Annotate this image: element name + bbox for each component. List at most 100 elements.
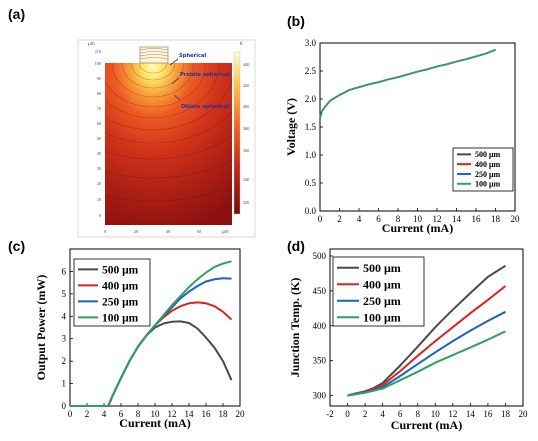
x-tick-label: 12 xyxy=(448,409,457,419)
x-tick-label: 0 xyxy=(68,409,73,419)
y-tick-label: 4 xyxy=(62,311,67,321)
colorbar-tick: 340 xyxy=(243,177,249,182)
colorbar-tick: 360 xyxy=(243,148,249,153)
x-tick-label: 16 xyxy=(483,409,493,419)
x-tick-label: 6 xyxy=(398,409,403,419)
plot-area xyxy=(329,248,524,407)
colorbar-tick: 320 xyxy=(243,200,249,205)
sim-x-tick: 0 xyxy=(104,229,106,234)
sim-y-tick: 100 xyxy=(95,61,101,66)
x-tick-label: 18 xyxy=(501,409,511,419)
x-tick-label: 8 xyxy=(396,214,401,224)
x-tick-label: -2 xyxy=(326,409,334,419)
sim-x-tick: 60 xyxy=(197,229,201,234)
sim-y-tick: 60 xyxy=(97,121,101,126)
y-tick-label: 5 xyxy=(62,289,67,299)
colorbar-tick: 420 xyxy=(243,83,249,88)
y-tick-label: 0.5 xyxy=(305,178,317,188)
sim-y-tick: 90 xyxy=(97,76,101,81)
legend-label: 100 μm xyxy=(475,180,501,189)
y-tick-label: 1.0 xyxy=(305,150,317,160)
y-tick-label: 0 xyxy=(62,401,67,411)
y-tick-label: 300 xyxy=(313,391,327,401)
x-tick-label: 14 xyxy=(185,409,195,419)
sim-y-tick: 80 xyxy=(97,91,101,96)
x-tick-label: 18 xyxy=(219,409,229,419)
y-tick-label: 3 xyxy=(62,334,67,344)
annotation-prolate-spherical: Prolate spherical xyxy=(180,72,230,78)
x-tick-label: 10 xyxy=(151,409,161,419)
x-tick-label: 10 xyxy=(431,409,441,419)
led-chip xyxy=(139,46,169,64)
x-tick-label: 8 xyxy=(136,409,141,419)
sim-y-tick: 40 xyxy=(97,151,101,156)
y-tick-label: 2 xyxy=(62,356,67,366)
panel-label-b: (b) xyxy=(287,13,305,29)
legend-label: 250 μm xyxy=(475,170,501,179)
y-tick-label: 400 xyxy=(313,321,327,331)
x-tick-label: 10 xyxy=(413,214,423,224)
colorbar-ticks: 440 420 400 380 360 340 320 xyxy=(243,62,249,205)
y-axis-label: Junction Temp. (K) xyxy=(288,278,302,378)
series-line-100-um xyxy=(319,48,496,119)
sim-y-tick: 0 xyxy=(99,213,101,218)
sim-y-tick: 50 xyxy=(97,136,101,141)
legend-label: 100 μm xyxy=(363,310,401,324)
y-tick-label: 500 xyxy=(313,251,327,261)
x-tick-label: 16 xyxy=(472,214,482,224)
x-axis-label: Current (mA) xyxy=(119,416,190,430)
legend-label: 400 μm xyxy=(475,160,501,169)
sim-x-tick: 20 xyxy=(134,229,138,234)
x-tick-label: 14 xyxy=(452,214,462,224)
panel-label-a: (a) xyxy=(8,6,26,22)
colorbar xyxy=(233,51,241,215)
series-line-100-um xyxy=(347,330,506,397)
colorbar-tick: 380 xyxy=(243,126,249,131)
x-tick-label: 2 xyxy=(337,214,342,224)
legend-label: 400 μm xyxy=(102,280,139,292)
x-tick-label: 20 xyxy=(519,409,529,419)
colorbar-tick: 440 xyxy=(243,62,249,67)
y-tick-label: 2.5 xyxy=(305,66,317,76)
sim-y-tick: 70 xyxy=(97,106,101,111)
x-tick-label: 4 xyxy=(102,409,107,419)
y-tick-label: 350 xyxy=(313,356,327,366)
legend-label: 500 μm xyxy=(102,264,139,276)
legend-label: 250 μm xyxy=(102,296,139,308)
sim-y-tick: 20 xyxy=(97,181,101,186)
y-tick-label: 3.0 xyxy=(305,38,317,48)
legend-label: 100 μm xyxy=(102,312,139,324)
sim-y-tick: 10 xyxy=(97,197,101,202)
sim-y-ticks: 110 100 90 80 70 60 50 40 30 20 10 0 xyxy=(95,49,101,218)
legend-label: 250 μm xyxy=(363,294,401,308)
y-tick-label: 1 xyxy=(62,379,67,389)
y-tick-label: 0.0 xyxy=(305,206,317,216)
x-tick-label: 20 xyxy=(236,409,246,419)
x-tick-label: 20 xyxy=(511,214,521,224)
legend-label: 400 μm xyxy=(363,277,401,291)
sim-y-tick: 110 xyxy=(95,49,101,54)
colorbar-unit: K xyxy=(240,41,243,46)
y-tick-label: 2.0 xyxy=(305,94,317,104)
x-tick-label: 0 xyxy=(345,409,350,419)
sim-y-tick: 30 xyxy=(97,166,101,171)
y-tick-label: 1.5 xyxy=(305,122,317,132)
x-tick-label: 14 xyxy=(466,409,476,419)
annotation-spherical: Spherical xyxy=(179,53,207,59)
y-axis-label: Output Power (mW) xyxy=(34,275,48,381)
temperature-field xyxy=(105,63,232,225)
x-tick-label: 4 xyxy=(380,409,385,419)
x-tick-label: 2 xyxy=(85,409,90,419)
x-tick-label: 12 xyxy=(168,409,177,419)
x-tick-label: 8 xyxy=(415,409,420,419)
colorbar-tick: 400 xyxy=(243,104,249,109)
panel-label-d: (d) xyxy=(287,238,305,254)
sim-x-tick: 40 xyxy=(166,229,170,234)
sim-y-unit: μm xyxy=(88,41,95,46)
panel-label-c: (c) xyxy=(8,238,26,254)
x-axis-label: Current (mA) xyxy=(391,418,462,432)
